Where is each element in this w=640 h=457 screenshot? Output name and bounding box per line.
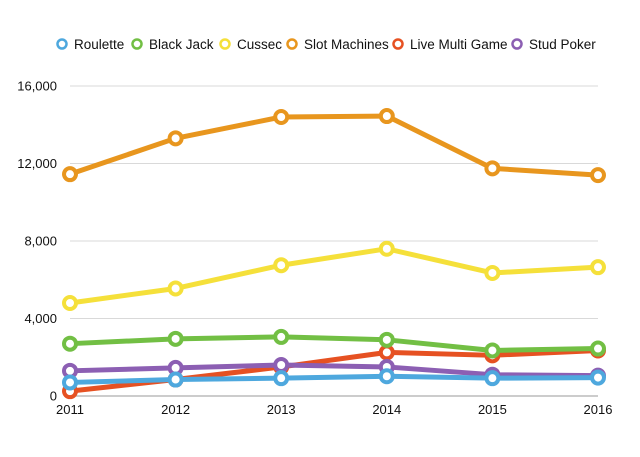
x-tick-label: 2016 [584, 402, 613, 417]
legend-item[interactable]: Slot Machines [286, 37, 390, 52]
series-black-jack [62, 328, 606, 359]
data-point[interactable] [484, 264, 501, 281]
x-tick-label: 2014 [372, 402, 401, 417]
legend-item[interactable]: Roulette [56, 37, 125, 52]
data-point[interactable] [590, 167, 606, 184]
series-roulette [62, 368, 606, 391]
series-line [67, 113, 601, 178]
legend-label: Black Jack [149, 37, 214, 52]
series-cussec [62, 240, 606, 311]
data-point[interactable] [273, 357, 290, 373]
legend-marker [131, 38, 143, 50]
legend-marker [219, 38, 231, 50]
data-point[interactable] [378, 331, 395, 348]
legend-label: Live Multi Game [410, 37, 508, 52]
y-tick-label: 12,000 [17, 156, 57, 171]
data-point[interactable] [273, 370, 290, 387]
series-line [67, 362, 601, 379]
data-point[interactable] [590, 259, 606, 276]
legend-item[interactable]: Cussec [219, 37, 283, 52]
chart-series [62, 108, 606, 400]
legend-label: Slot Machines [304, 37, 389, 52]
legend-item[interactable]: Black Jack [131, 37, 214, 52]
legend-label: Cussec [237, 37, 282, 52]
data-point[interactable] [62, 166, 78, 183]
data-point[interactable] [590, 340, 606, 357]
data-point[interactable] [378, 344, 395, 361]
x-tick-label: 2015 [478, 402, 507, 417]
data-point[interactable] [62, 335, 78, 352]
series-line [67, 373, 601, 385]
data-point[interactable] [484, 370, 501, 387]
legend-item[interactable]: Live Multi Game [392, 37, 508, 52]
x-tick-label: 2011 [56, 402, 84, 417]
x-axis: 2011 2012 2013 2014 2015 2016 [56, 402, 612, 417]
data-point[interactable] [167, 280, 184, 297]
data-point[interactable] [62, 374, 78, 391]
y-tick-label: 16,000 [17, 79, 57, 94]
legend-marker [56, 38, 68, 50]
series-line [67, 246, 601, 306]
y-axis: 0 4,000 8,000 12,000 16,000 [17, 79, 57, 404]
legend-label: Roulette [74, 37, 124, 52]
chart-gridlines [70, 85, 598, 397]
data-point[interactable] [273, 109, 290, 125]
data-point[interactable] [167, 130, 184, 147]
data-point[interactable] [484, 160, 501, 177]
legend-label: Stud Poker [529, 37, 596, 52]
x-tick-label: 2013 [267, 402, 296, 417]
y-tick-label: 0 [50, 389, 57, 404]
y-tick-label: 8,000 [24, 234, 57, 249]
data-point[interactable] [590, 369, 606, 386]
data-point[interactable] [167, 371, 184, 388]
data-point[interactable] [378, 240, 395, 257]
legend-marker [286, 38, 298, 50]
series-line [67, 334, 601, 353]
x-tick-label: 2012 [161, 402, 190, 417]
data-point[interactable] [273, 328, 290, 345]
data-point[interactable] [378, 368, 395, 385]
chart-legend: Roulette Black Jack Cussec Slot Machines Liv… [56, 37, 597, 52]
legend-marker [392, 38, 404, 50]
series-slot-machines [62, 108, 606, 184]
legend-marker [511, 38, 523, 50]
data-point[interactable] [167, 330, 184, 347]
y-tick-label: 4,000 [24, 311, 57, 326]
data-point[interactable] [273, 257, 290, 274]
data-point[interactable] [378, 108, 395, 125]
legend-item[interactable]: Stud Poker [511, 37, 597, 52]
data-point[interactable] [62, 295, 78, 311]
data-point[interactable] [484, 342, 501, 359]
